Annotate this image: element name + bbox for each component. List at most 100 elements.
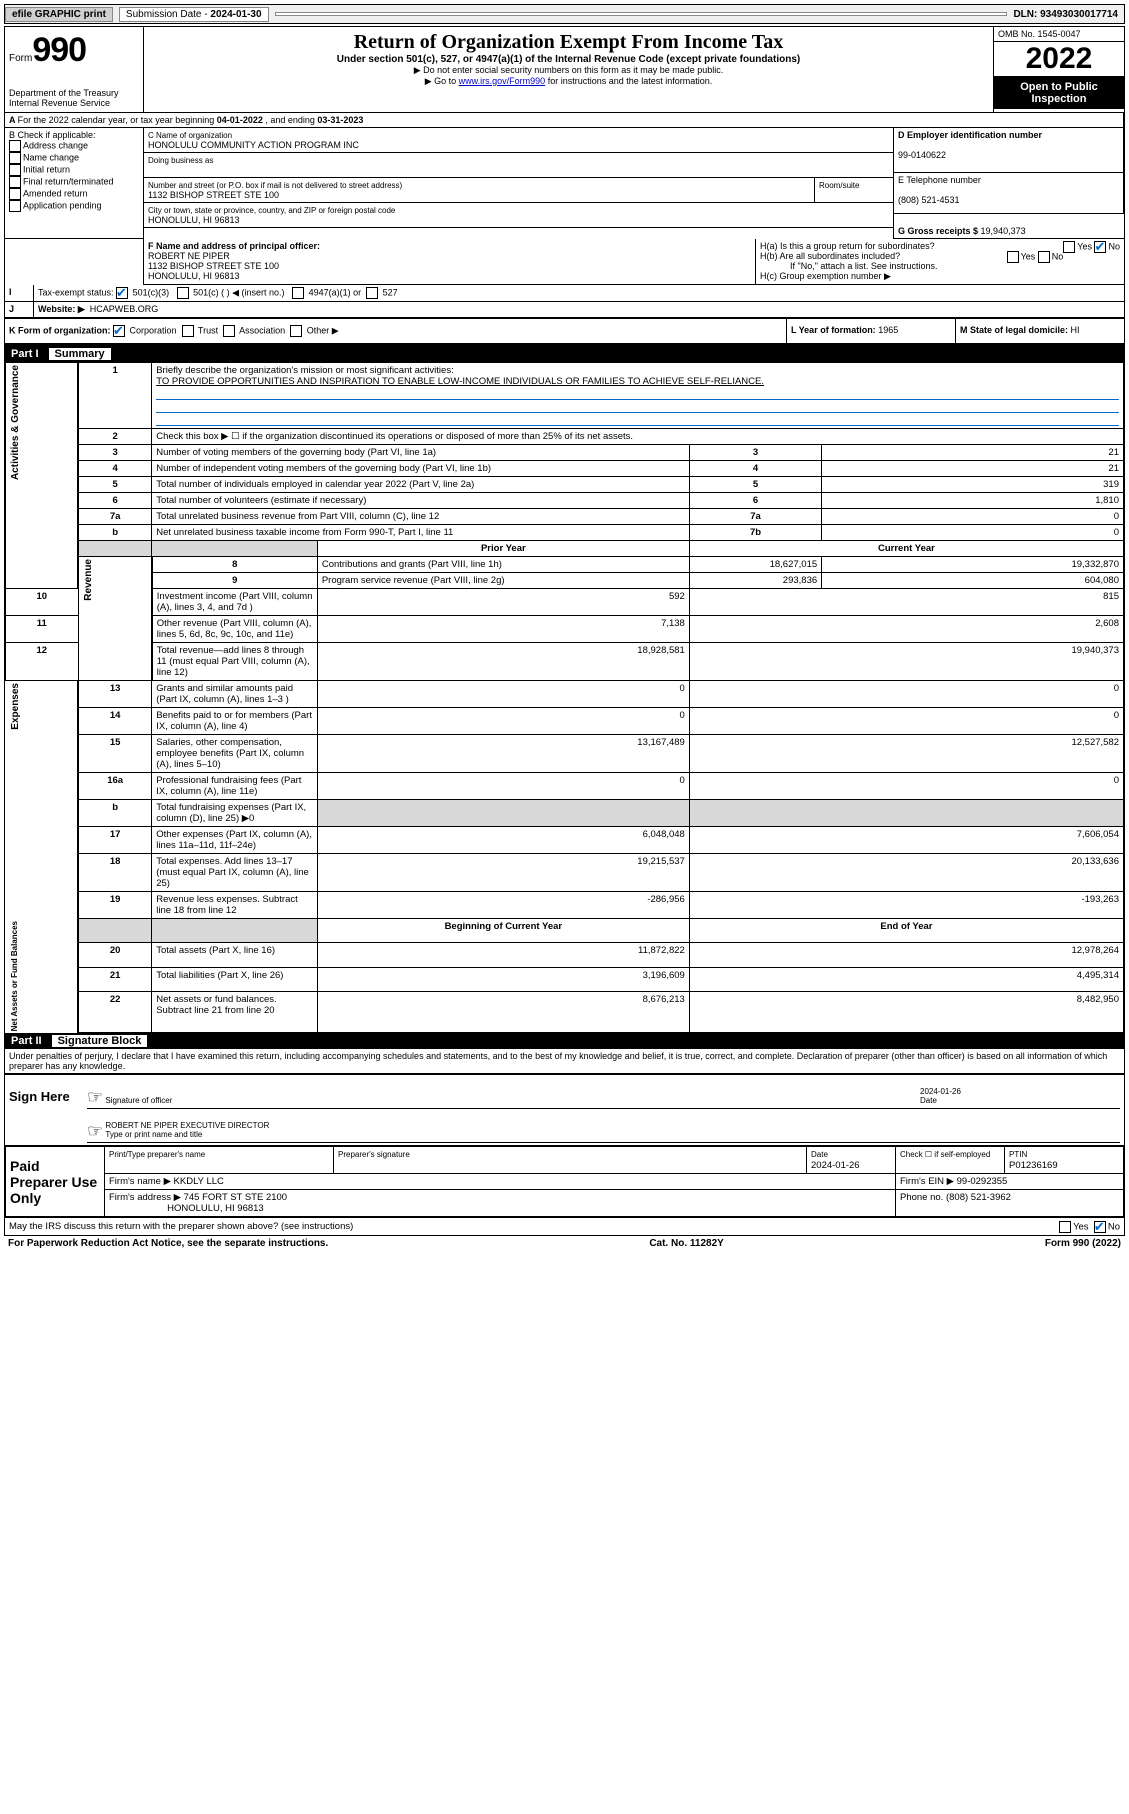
officer-addr1: 1132 BISHOP STREET STE 100 xyxy=(148,261,279,271)
part2-title: Signature Block xyxy=(52,1035,148,1047)
dln-value: 93493030017714 xyxy=(1040,9,1118,20)
ln9-c: 604,080 xyxy=(822,573,1124,589)
ln6-val: 1,810 xyxy=(822,493,1124,509)
prep-date-label: Date xyxy=(811,1150,828,1159)
officer-name: ROBERT NE PIPER xyxy=(148,251,230,261)
cb-501c3[interactable] xyxy=(116,287,128,299)
state-domicile: HI xyxy=(1071,325,1080,335)
cb-initial-return[interactable] xyxy=(9,164,21,176)
part1-num: Part I xyxy=(11,348,51,360)
ln19-c: -193,263 xyxy=(689,892,1123,919)
officer-title-label: Type or print name and title xyxy=(105,1130,202,1139)
ln22-p: 8,676,213 xyxy=(317,992,689,1033)
part-1-header: Part I Summary xyxy=(5,346,1124,362)
ln20: 20 xyxy=(78,943,152,967)
section-b: B Check if applicable: Address change Na… xyxy=(5,128,144,239)
footer-left: For Paperwork Reduction Act Notice, see … xyxy=(8,1238,328,1249)
cb-527[interactable] xyxy=(366,287,378,299)
ln7a-box: 7a xyxy=(689,509,821,525)
section-j: J Website: ▶ HCAPWEB.ORG xyxy=(5,302,1124,319)
ln16a: 16a xyxy=(78,773,152,800)
ln18-c: 20,133,636 xyxy=(689,854,1123,892)
prep-name-label: Print/Type preparer's name xyxy=(109,1150,205,1159)
paid-preparer-label: Paid Preparer Use Only xyxy=(6,1146,105,1217)
dln: DLN: 93493030017714 xyxy=(1013,9,1124,20)
dba-label: Doing business as xyxy=(148,156,213,165)
firm-addr1: 745 FORT ST STE 2100 xyxy=(184,1192,288,1203)
ln16a-c: 0 xyxy=(689,773,1123,800)
ln4-text: Number of independent voting members of … xyxy=(152,461,690,477)
ln20-text: Total assets (Part X, line 16) xyxy=(152,943,318,967)
efile-print-button[interactable]: efile GRAPHIC print xyxy=(5,7,113,22)
section-b-to-g: B Check if applicable: Address change Na… xyxy=(5,128,1124,239)
form-number: 990 xyxy=(32,31,86,69)
cb-corp[interactable] xyxy=(113,325,125,337)
ln14-text: Benefits paid to or for members (Part IX… xyxy=(152,708,318,735)
form-title: Return of Organization Exempt From Incom… xyxy=(148,31,989,54)
ln13-c: 0 xyxy=(689,681,1123,708)
cb-4947[interactable] xyxy=(292,287,304,299)
ein-label: D Employer identification number xyxy=(898,130,1042,140)
cb-final-return[interactable] xyxy=(9,176,21,188)
open-inspection-badge: Open to Public Inspection xyxy=(994,77,1124,109)
col-curr: Current Year xyxy=(878,543,935,554)
cb-discuss-yes[interactable] xyxy=(1059,1221,1071,1233)
ln6-box: 6 xyxy=(689,493,821,509)
omb-number: OMB No. 1545-0047 xyxy=(994,27,1124,42)
cb-sub-yes[interactable] xyxy=(1007,251,1019,263)
page-footer: For Paperwork Reduction Act Notice, see … xyxy=(4,1236,1125,1251)
paid-preparer-block: Paid Preparer Use Only Print/Type prepar… xyxy=(5,1145,1124,1217)
ln20-p: 11,872,822 xyxy=(317,943,689,967)
cb-address-change[interactable] xyxy=(9,140,21,152)
form-header: Form990 Department of the Treasury Inter… xyxy=(5,27,1124,113)
ln6: 6 xyxy=(78,493,152,509)
opt-4947: 4947(a)(1) or xyxy=(309,287,362,297)
cb-other[interactable] xyxy=(290,325,302,337)
ln13-p: 0 xyxy=(317,681,689,708)
ln15-text: Salaries, other compensation, employee b… xyxy=(152,735,318,773)
ln4: 4 xyxy=(78,461,152,477)
h-b-label: H(b) Are all subordinates included? xyxy=(760,251,900,261)
ln19-text: Revenue less expenses. Subtract line 18 … xyxy=(152,892,318,919)
cb-group-yes[interactable] xyxy=(1063,241,1075,253)
ln7a-val: 0 xyxy=(822,509,1124,525)
side-expenses: Expenses xyxy=(10,683,21,730)
cb-discuss-no[interactable] xyxy=(1094,1221,1106,1233)
ln19: 19 xyxy=(78,892,152,919)
irs-label: Internal Revenue Service xyxy=(9,98,139,108)
opt-corp: Corporation xyxy=(130,325,177,335)
cb-sub-no[interactable] xyxy=(1038,251,1050,263)
opt-501c: 501(c) ( ) ◀ (insert no.) xyxy=(193,287,284,297)
year-formation: 1965 xyxy=(878,325,898,335)
cb-name-change[interactable] xyxy=(9,152,21,164)
ln18-text: Total expenses. Add lines 13–17 (must eq… xyxy=(152,854,318,892)
cb-assoc[interactable] xyxy=(223,325,235,337)
cb-group-no[interactable] xyxy=(1094,241,1106,253)
ln16b: b xyxy=(78,800,152,827)
ptin-label: PTIN xyxy=(1009,1150,1027,1159)
ln16b-p xyxy=(317,800,689,827)
form990-link[interactable]: www.irs.gov/Form990 xyxy=(459,76,546,86)
cb-trust[interactable] xyxy=(182,325,194,337)
cb-application-pending[interactable] xyxy=(9,200,21,212)
b-label: B Check if applicable: xyxy=(9,130,139,140)
ln22-c: 8,482,950 xyxy=(689,992,1123,1033)
opt-527: 527 xyxy=(383,287,398,297)
goto-post: for instructions and the latest informat… xyxy=(545,76,712,86)
sig-date-label: Date xyxy=(920,1096,937,1105)
firm-addr2: HONOLULU, HI 96813 xyxy=(167,1203,264,1214)
ln7a-text: Total unrelated business revenue from Pa… xyxy=(152,509,690,525)
m-label: M State of legal domicile: xyxy=(960,325,1071,335)
part1-title: Summary xyxy=(49,348,111,360)
ln20-c: 12,978,264 xyxy=(689,943,1123,967)
opt-assoc: Association xyxy=(239,325,285,335)
cb-501c[interactable] xyxy=(177,287,189,299)
officer-addr2: HONOLULU, HI 96813 xyxy=(148,271,240,281)
ln4-val: 21 xyxy=(822,461,1124,477)
ln21-p: 3,196,609 xyxy=(317,967,689,991)
cb-amended-return[interactable] xyxy=(9,188,21,200)
ln5-text: Total number of individuals employed in … xyxy=(152,477,690,493)
c-name-label: C Name of organization xyxy=(148,131,232,140)
ln10-p: 592 xyxy=(317,589,689,616)
ln17-p: 6,048,048 xyxy=(317,827,689,854)
